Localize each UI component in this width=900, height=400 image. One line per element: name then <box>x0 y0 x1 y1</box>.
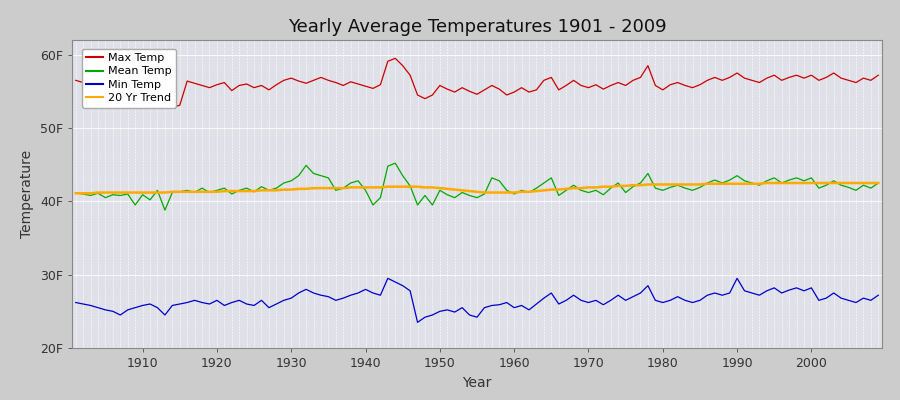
Legend: Max Temp, Mean Temp, Min Temp, 20 Yr Trend: Max Temp, Mean Temp, Min Temp, 20 Yr Tre… <box>82 49 176 108</box>
Y-axis label: Temperature: Temperature <box>21 150 34 238</box>
Title: Yearly Average Temperatures 1901 - 2009: Yearly Average Temperatures 1901 - 2009 <box>288 18 666 36</box>
X-axis label: Year: Year <box>463 376 491 390</box>
